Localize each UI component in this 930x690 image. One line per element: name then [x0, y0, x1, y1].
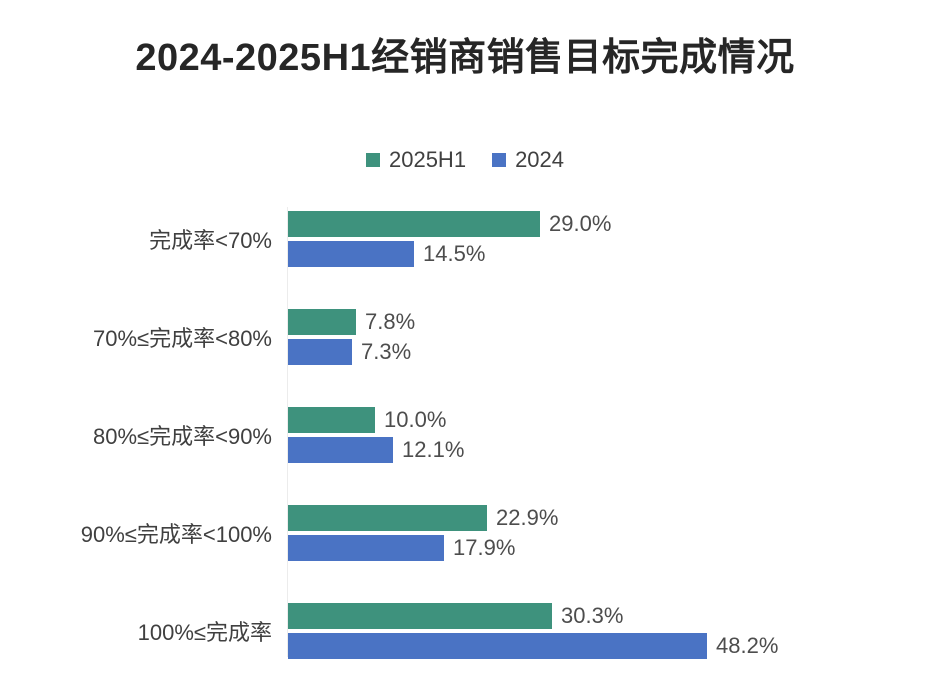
bar-value-label: 7.3% [361, 339, 412, 364]
bar-line: 29.0% [288, 211, 611, 237]
category-label: 70%≤完成率<80% [93, 326, 272, 351]
bar-2025h1 [288, 407, 375, 433]
bar-line: 12.1% [288, 437, 464, 463]
chart-row: 90%≤完成率<100% 22.9% 17.9% [0, 505, 930, 561]
bar-value-label: 12.1% [402, 437, 465, 462]
bar-value-label: 7.8% [365, 309, 416, 334]
legend-label-2025h1: 2025H1 [388, 147, 467, 172]
bar-2024 [288, 633, 707, 659]
bar-line: 22.9% [288, 505, 558, 531]
chart-row: 70%≤完成率<80% 7.8% 7.3% [0, 309, 930, 365]
legend-swatch-2024 [492, 153, 507, 167]
chart-title: 2024-2025H1经销商销售目标完成情况 [135, 37, 795, 79]
category-label: 80%≤完成率<90% [93, 424, 272, 449]
bar-value-label: 10.0% [384, 407, 447, 432]
bar-group: 7.8% 7.3% [288, 309, 415, 365]
bar-2024 [288, 535, 444, 561]
bar-value-label: 29.0% [549, 211, 612, 236]
bar-group: 22.9% 17.9% [288, 505, 558, 561]
chart-row: 完成率<70% 29.0% 14.5% [0, 211, 930, 267]
legend-item-2024: 2024 [492, 147, 564, 173]
legend-label-2024: 2024 [515, 147, 565, 172]
bar-2024 [288, 437, 393, 463]
bar-line: 17.9% [288, 535, 558, 561]
y-axis-line [287, 207, 288, 657]
bar-line: 7.3% [288, 339, 415, 365]
legend-swatch-2025h1 [365, 153, 380, 167]
category-label: 90%≤完成率<100% [80, 522, 272, 547]
bar-2024 [288, 241, 414, 267]
bar-group: 30.3% 48.2% [288, 603, 778, 659]
bar-group: 29.0% 14.5% [288, 211, 611, 267]
bar-2025h1 [288, 603, 552, 629]
chart-row: 100%≤完成率 30.3% 48.2% [0, 603, 930, 659]
bar-line: 30.3% [288, 603, 778, 629]
bar-2025h1 [288, 211, 540, 237]
bar-line: 14.5% [288, 241, 611, 267]
category-label: 100%≤完成率 [137, 620, 272, 645]
bar-value-label: 30.3% [561, 603, 624, 628]
legend-item-2025h1: 2025H1 [365, 147, 467, 173]
plot-area: 完成率<70% 29.0% 14.5% 70%≤完成率<80% 7.8% [0, 207, 930, 659]
bar-2025h1 [288, 309, 356, 335]
bar-2025h1 [288, 505, 487, 531]
bar-2024 [288, 339, 352, 365]
bar-value-label: 48.2% [716, 633, 779, 658]
bar-value-label: 14.5% [423, 241, 486, 266]
bar-line: 48.2% [288, 633, 778, 659]
category-label: 完成率<70% [149, 228, 272, 253]
bar-value-label: 17.9% [453, 535, 516, 560]
bar-line: 7.8% [288, 309, 415, 335]
chart-legend: 2025H1 2024 [0, 147, 930, 173]
bar-group: 10.0% 12.1% [288, 407, 464, 463]
bar-line: 10.0% [288, 407, 464, 433]
bar-value-label: 22.9% [496, 505, 559, 530]
chart-row: 80%≤完成率<90% 10.0% 12.1% [0, 407, 930, 463]
